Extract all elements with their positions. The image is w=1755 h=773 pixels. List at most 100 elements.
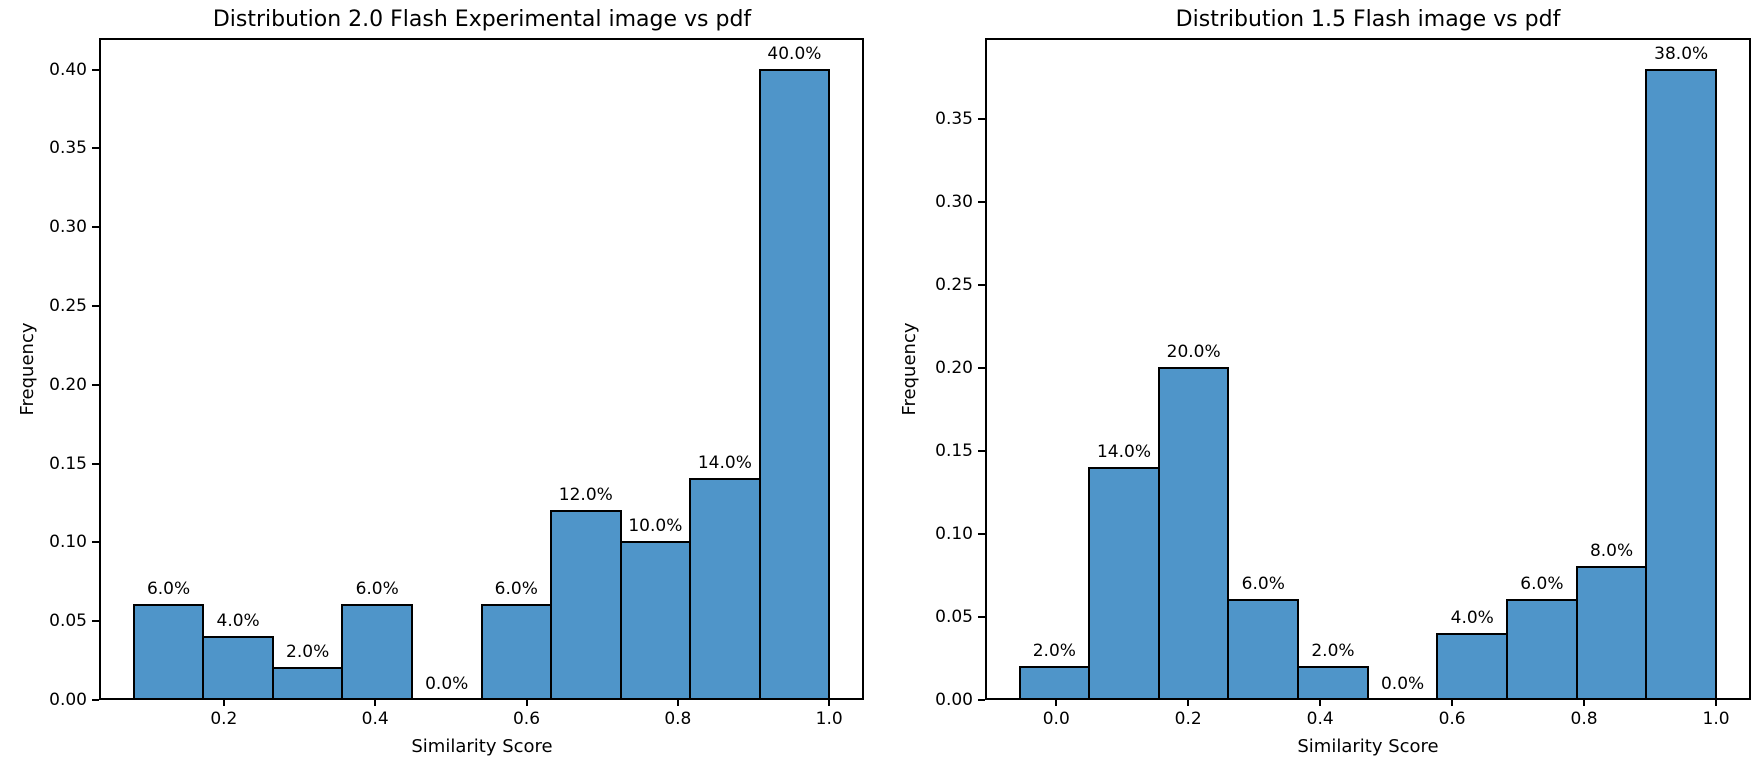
y-tick-label: 0.30 (49, 217, 87, 238)
y-tick-mark (978, 284, 985, 287)
histogram-bar (1227, 599, 1300, 700)
histogram-bar (1297, 665, 1369, 700)
x-tick-label: 0.8 (1570, 709, 1598, 729)
y-tick-mark (978, 367, 985, 370)
x-tick-mark (1451, 700, 1454, 706)
y-tick-label: 0.10 (49, 532, 87, 553)
histogram-panel-right: Distribution 1.5 Flash image vs pdf Simi… (878, 0, 1755, 773)
y-tick-mark (978, 450, 985, 453)
bar-value-label: 2.0% (286, 642, 330, 663)
y-tick-label: 0.20 (935, 358, 973, 379)
histogram-bar (1157, 367, 1230, 700)
histogram-bar (480, 604, 553, 700)
y-tick-label: 0.05 (49, 611, 87, 632)
x-tick-mark (1055, 700, 1058, 706)
histogram-panel-left: Distribution 2.0 Flash Experimental imag… (0, 0, 877, 773)
y-tick-label: 0.35 (49, 138, 87, 159)
chart-title: Distribution 1.5 Flash image vs pdf (1175, 7, 1561, 32)
x-tick-label: 1.0 (815, 709, 843, 729)
y-tick-label: 0.15 (49, 453, 87, 474)
chart-title: Distribution 2.0 Flash Experimental imag… (212, 7, 752, 32)
y-tick-label: 0.20 (49, 374, 87, 395)
histogram-bar (1645, 68, 1718, 700)
y-tick-label: 0.30 (935, 192, 973, 213)
y-tick-mark (978, 201, 985, 204)
histogram-bar (1506, 599, 1578, 700)
y-tick-mark (978, 533, 985, 536)
bar-value-label: 6.0% (1241, 574, 1285, 595)
bar-value-label: 40.0% (767, 43, 822, 64)
bar-value-label: 6.0% (1520, 574, 1564, 595)
histogram-bar (132, 604, 205, 700)
bar-value-label: 6.0% (355, 579, 399, 600)
bar-value-label: 38.0% (1654, 43, 1709, 64)
y-tick-mark (92, 383, 99, 386)
histogram-bar (619, 541, 692, 700)
y-tick-mark (92, 304, 99, 307)
y-tick-mark (978, 699, 985, 701)
x-tick-label: 0.2 (1174, 709, 1202, 729)
x-tick-label: 0.2 (210, 709, 238, 729)
x-tick-mark (1319, 700, 1322, 706)
x-tick-mark (1715, 700, 1718, 706)
x-tick-label: 1.0 (1702, 709, 1730, 729)
y-axis-label: Frequency (17, 322, 38, 416)
y-tick-mark (92, 68, 99, 71)
y-tick-label: 0.25 (49, 295, 87, 316)
bar-value-label: 14.0% (1096, 441, 1152, 462)
x-tick-mark (1583, 700, 1586, 706)
histogram-bar (1018, 665, 1091, 700)
histogram-bar (1436, 632, 1509, 700)
y-tick-mark (92, 226, 99, 229)
y-tick-mark (92, 147, 99, 150)
y-tick-label: 0.15 (935, 441, 973, 462)
bar-value-label: 4.0% (1450, 607, 1494, 628)
x-axis-label: Similarity Score (411, 736, 553, 757)
histogram-bar (271, 667, 344, 700)
y-tick-mark (978, 616, 985, 619)
x-tick-label: 0.6 (1438, 709, 1466, 729)
x-tick-mark (374, 700, 377, 706)
x-tick-label: 0.8 (664, 709, 692, 729)
y-tick-label: 0.10 (935, 524, 973, 545)
y-tick-label: 0.00 (935, 690, 973, 710)
x-tick-mark (1187, 700, 1190, 706)
y-tick-mark (978, 118, 985, 121)
bar-value-label: 2.0% (1311, 640, 1355, 661)
histogram-bar (1088, 466, 1160, 700)
bar-value-label: 6.0% (146, 579, 191, 600)
y-tick-label: 0.40 (49, 59, 87, 80)
x-tick-label: 0.4 (1306, 709, 1334, 729)
x-tick-mark (676, 700, 679, 706)
bar-value-label: 0.0% (1380, 674, 1425, 694)
y-tick-mark (92, 541, 99, 544)
bar-value-label: 0.0% (425, 674, 469, 694)
y-tick-label: 0.25 (935, 275, 973, 296)
x-tick-mark (828, 700, 831, 706)
y-tick-label: 0.00 (49, 690, 87, 710)
histogram-bar (1575, 566, 1648, 700)
bar-value-label: 8.0% (1589, 541, 1634, 562)
x-tick-label: 0.6 (512, 709, 541, 729)
y-tick-label: 0.05 (935, 607, 973, 628)
x-tick-label: 0.0 (1042, 709, 1070, 729)
x-tick-mark (525, 700, 528, 706)
y-tick-mark (92, 620, 99, 623)
bar-value-label: 14.0% (697, 453, 752, 474)
bar-value-label: 10.0% (628, 516, 683, 537)
histogram-bar (202, 635, 274, 700)
y-tick-mark (92, 462, 99, 465)
bar-value-label: 20.0% (1166, 342, 1221, 363)
x-tick-label: 0.4 (361, 709, 389, 729)
histogram-bar (689, 478, 761, 700)
bar-value-label: 6.0% (494, 579, 538, 600)
histogram-bar (341, 604, 413, 700)
bar-value-label: 2.0% (1032, 640, 1076, 661)
histogram-bar (758, 68, 831, 700)
x-axis-label: Similarity Score (1297, 736, 1439, 757)
bar-value-label: 4.0% (216, 610, 260, 631)
y-tick-label: 0.35 (935, 109, 973, 130)
y-tick-mark (92, 699, 99, 701)
x-tick-mark (222, 700, 225, 706)
